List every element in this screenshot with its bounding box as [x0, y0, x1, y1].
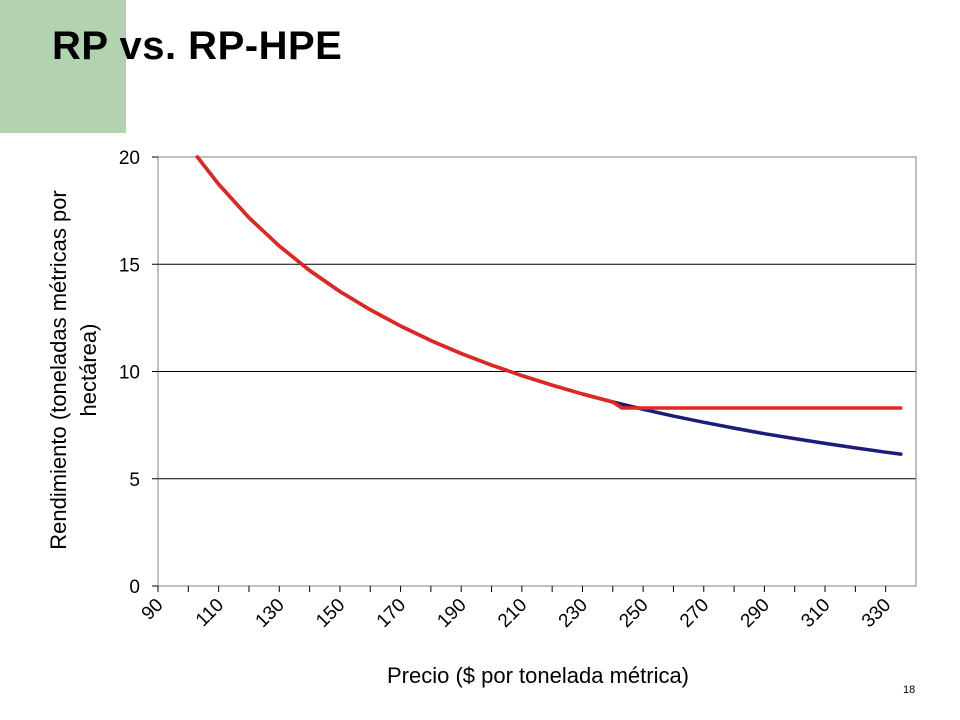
y-tick-label: 10	[119, 363, 140, 384]
series-layer	[195, 155, 903, 456]
y-axis-label-line-1: Rendimiento (toneladas métricas por	[46, 190, 71, 550]
page-number: 18	[903, 684, 916, 696]
slide-title: RP vs. RP-HPE	[52, 24, 343, 68]
y-tick-label: 0	[129, 577, 140, 598]
series-line-2	[195, 155, 903, 410]
title-accent-block	[0, 0, 126, 133]
x-axis-ticks: 90 110 130 150 170 190 210 230 250 270 290 310 330	[138, 586, 895, 632]
x-tick-label: 210	[494, 595, 531, 632]
x-tick-label: 290	[737, 595, 774, 632]
x-tick-label: 330	[858, 595, 895, 632]
x-axis-label: Precio ($ por tonelada métrica)	[387, 663, 689, 688]
y-axis-label-line-2: hectárea)	[76, 324, 101, 417]
x-tick-label: 190	[433, 595, 470, 632]
y-tick-label: 15	[119, 255, 140, 276]
x-tick-label: 310	[797, 595, 834, 632]
x-tick-label: 230	[555, 595, 592, 632]
x-tick-label: 110	[192, 595, 228, 631]
grid-layer	[158, 156, 916, 480]
x-tick-label: 170	[373, 595, 410, 632]
x-tick-label: 250	[615, 595, 652, 632]
y-tick-label: 20	[119, 148, 140, 169]
y-tick-label: 5	[129, 470, 140, 491]
x-tick-label: 150	[312, 595, 349, 632]
x-tick-label: 130	[252, 595, 289, 632]
x-tick-label: 270	[676, 595, 713, 632]
y-axis-ticks: 0 5 10 15 20	[119, 148, 158, 598]
x-tick-label: 90	[138, 595, 168, 625]
